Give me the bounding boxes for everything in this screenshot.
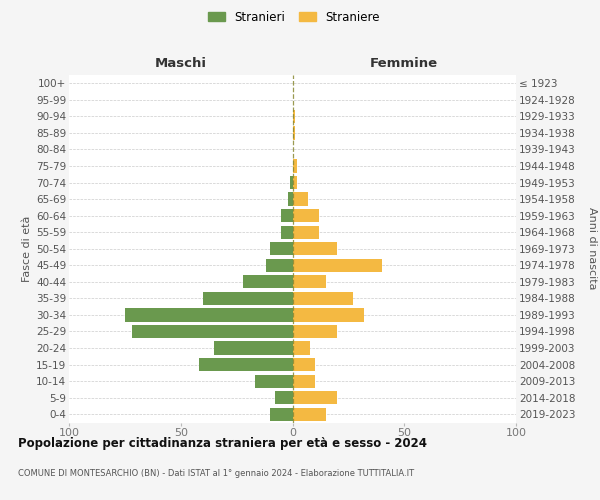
- Bar: [293, 342, 310, 354]
- Y-axis label: Fasce di età: Fasce di età: [22, 216, 32, 282]
- Bar: [281, 226, 293, 239]
- Bar: [266, 258, 293, 272]
- Bar: [293, 110, 295, 123]
- Bar: [293, 176, 297, 189]
- Bar: [293, 258, 382, 272]
- Bar: [293, 275, 326, 288]
- Y-axis label: Anni di nascita: Anni di nascita: [587, 208, 596, 290]
- Bar: [293, 408, 326, 421]
- Bar: [199, 358, 293, 371]
- Bar: [293, 308, 364, 322]
- Text: Popolazione per cittadinanza straniera per età e sesso - 2024: Popolazione per cittadinanza straniera p…: [18, 438, 427, 450]
- Bar: [254, 374, 293, 388]
- Text: COMUNE DI MONTESARCHIO (BN) - Dati ISTAT al 1° gennaio 2024 - Elaborazione TUTTI: COMUNE DI MONTESARCHIO (BN) - Dati ISTAT…: [18, 468, 414, 477]
- Text: Femmine: Femmine: [370, 57, 439, 70]
- Bar: [293, 192, 308, 205]
- Bar: [281, 209, 293, 222]
- Bar: [290, 176, 293, 189]
- Bar: [293, 391, 337, 404]
- Bar: [293, 126, 295, 140]
- Bar: [293, 374, 315, 388]
- Bar: [270, 242, 293, 256]
- Bar: [293, 242, 337, 256]
- Bar: [244, 275, 293, 288]
- Bar: [293, 226, 319, 239]
- Bar: [293, 325, 337, 338]
- Bar: [131, 325, 293, 338]
- Bar: [293, 160, 297, 172]
- Legend: Stranieri, Straniere: Stranieri, Straniere: [203, 6, 385, 28]
- Bar: [288, 192, 293, 205]
- Bar: [293, 358, 315, 371]
- Bar: [270, 408, 293, 421]
- Bar: [293, 292, 353, 305]
- Bar: [214, 342, 293, 354]
- Text: Maschi: Maschi: [155, 57, 207, 70]
- Bar: [275, 391, 293, 404]
- Bar: [125, 308, 293, 322]
- Bar: [293, 209, 319, 222]
- Bar: [203, 292, 293, 305]
